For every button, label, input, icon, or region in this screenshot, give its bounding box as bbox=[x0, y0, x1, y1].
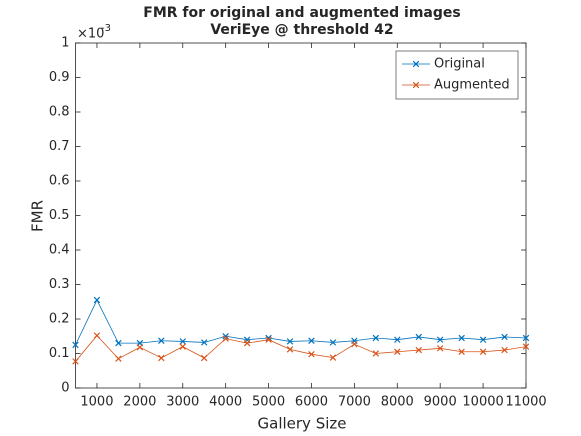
data-point bbox=[479, 348, 487, 355]
y-multiplier-exponent: -3 bbox=[101, 23, 111, 34]
data-point bbox=[158, 354, 165, 362]
data-point bbox=[265, 336, 272, 343]
y-tick-label: 0.5 bbox=[49, 208, 70, 223]
y-multiplier: ×10 bbox=[77, 27, 104, 42]
data-point bbox=[179, 343, 186, 350]
x-tick-label: 4000 bbox=[209, 395, 242, 410]
data-point bbox=[158, 337, 165, 344]
plot-area bbox=[75, 42, 527, 389]
data-point bbox=[501, 333, 508, 341]
data-point bbox=[394, 348, 401, 355]
y-tick-label: 1 bbox=[61, 36, 69, 51]
y-tick-label: 0.3 bbox=[49, 277, 70, 292]
x-tick-label: 9000 bbox=[424, 395, 457, 410]
data-point bbox=[458, 348, 465, 355]
data-point bbox=[72, 358, 79, 365]
data-point bbox=[222, 335, 229, 342]
y-tick-label: 0.1 bbox=[49, 346, 70, 361]
y-tick-label: 0.9 bbox=[49, 70, 70, 85]
x-tick-label: 11000 bbox=[505, 395, 546, 410]
x-tick-label: 8000 bbox=[381, 395, 414, 410]
legend-label: Original bbox=[434, 57, 485, 72]
data-point bbox=[479, 336, 487, 343]
chart-title: FMR for original and augmented images bbox=[143, 5, 460, 21]
data-point bbox=[136, 344, 144, 351]
data-point bbox=[115, 355, 122, 362]
data-point bbox=[415, 333, 422, 341]
x-tick-label: 5000 bbox=[252, 395, 285, 410]
legend bbox=[395, 50, 519, 100]
data-point bbox=[243, 339, 251, 347]
data-point bbox=[522, 334, 530, 342]
data-point bbox=[436, 345, 444, 352]
data-point bbox=[115, 339, 122, 347]
chart-subtitle: VeriEye @ threshold 42 bbox=[210, 22, 393, 38]
x-tick-label: 10000 bbox=[462, 395, 503, 410]
data-point bbox=[329, 354, 337, 361]
data-point bbox=[93, 296, 101, 304]
data-point bbox=[329, 339, 337, 346]
data-point bbox=[351, 340, 358, 348]
data-point bbox=[415, 346, 422, 354]
data-point bbox=[522, 343, 530, 350]
x-tick-label: 6000 bbox=[295, 395, 328, 410]
y-tick-label: 0.2 bbox=[49, 312, 70, 327]
data-point bbox=[72, 341, 79, 349]
data-point bbox=[436, 336, 444, 343]
data-point bbox=[372, 334, 380, 342]
x-axis-label: Gallery Size bbox=[258, 415, 347, 433]
legend-marker bbox=[412, 81, 420, 89]
data-point bbox=[286, 346, 294, 353]
data-point bbox=[93, 332, 101, 339]
x-tick-label: 3000 bbox=[166, 395, 199, 410]
data-point bbox=[286, 338, 294, 345]
data-point bbox=[222, 333, 229, 340]
x-tick-label: 7000 bbox=[338, 395, 371, 410]
data-point bbox=[308, 337, 315, 344]
data-point bbox=[394, 336, 401, 343]
series-line bbox=[75, 299, 527, 346]
data-point bbox=[501, 346, 508, 354]
data-point bbox=[372, 350, 380, 357]
x-tick-label: 1000 bbox=[80, 395, 113, 410]
legend-label: Augmented bbox=[434, 78, 510, 93]
data-point bbox=[200, 354, 208, 362]
data-point bbox=[458, 334, 465, 342]
legend-marker bbox=[412, 60, 420, 68]
y-axis-label: FMR bbox=[29, 200, 47, 232]
y-tick-label: 0.6 bbox=[49, 174, 70, 189]
y-tick-label: 0.8 bbox=[49, 105, 70, 120]
data-point bbox=[308, 350, 315, 358]
x-tick-label: 2000 bbox=[123, 395, 156, 410]
series-line bbox=[75, 334, 527, 362]
data-point bbox=[179, 338, 186, 345]
y-tick-label: 0 bbox=[61, 381, 69, 396]
data-point bbox=[200, 339, 208, 346]
y-tick-label: 0.7 bbox=[49, 139, 70, 154]
y-tick-label: 0.4 bbox=[49, 243, 70, 258]
